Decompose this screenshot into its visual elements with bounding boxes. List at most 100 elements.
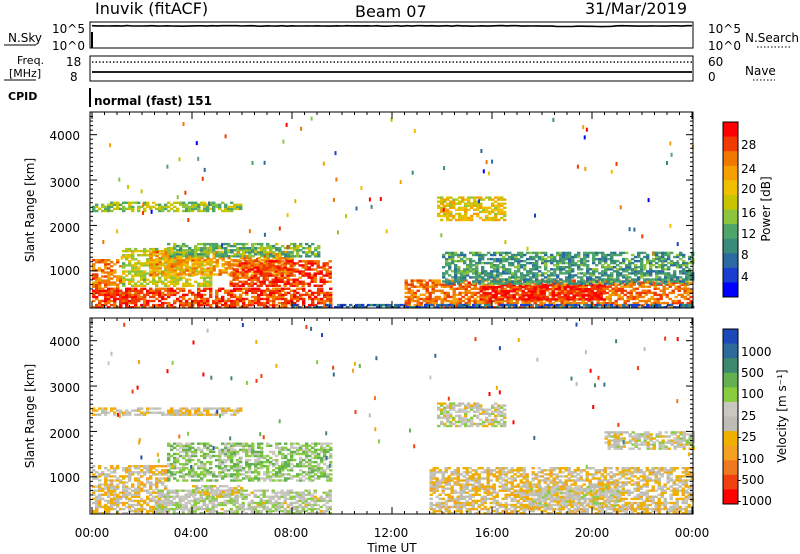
velocity-cell <box>107 493 111 496</box>
velocity-cell <box>95 505 99 509</box>
power-cell <box>592 255 596 259</box>
power-cell <box>689 281 693 284</box>
power-cell <box>206 255 210 258</box>
power-cell <box>128 254 132 257</box>
power-cell <box>487 261 491 265</box>
power-cell <box>502 282 506 285</box>
power-cell <box>230 306 234 309</box>
power-cell <box>500 298 504 301</box>
power-cell <box>656 299 660 303</box>
power-cell <box>674 287 678 290</box>
power-scatter-cell <box>647 198 650 203</box>
power-scatter-cell <box>182 122 185 127</box>
power-cell <box>526 257 530 261</box>
power-cell <box>122 276 126 279</box>
power-cell <box>434 301 438 305</box>
power-cell <box>268 264 272 267</box>
power-cell <box>490 276 494 279</box>
power-cell <box>197 205 201 209</box>
power-cell <box>293 255 297 258</box>
power-cell <box>611 293 615 297</box>
power-cell <box>538 282 542 285</box>
power-cell <box>517 268 521 271</box>
power-cell <box>520 282 524 285</box>
power-cell <box>221 255 225 258</box>
power-cell <box>206 263 210 266</box>
power-cell <box>179 203 183 206</box>
power-cell <box>188 207 192 211</box>
power-cell <box>515 286 519 289</box>
power-cell <box>283 262 287 265</box>
power-cell <box>419 301 423 305</box>
power-cell <box>523 276 527 279</box>
power-cell <box>272 289 276 292</box>
power-cell <box>95 273 99 276</box>
power-cell <box>610 255 614 259</box>
power-cell <box>569 292 573 295</box>
power-cell <box>227 249 231 252</box>
power-cell <box>541 257 545 261</box>
power-cell <box>469 276 473 279</box>
power-cell <box>170 203 174 206</box>
power-cell <box>431 281 435 284</box>
power-cell <box>664 278 668 281</box>
power-cell <box>161 297 165 301</box>
power-cell <box>266 242 270 246</box>
power-cell <box>626 295 630 299</box>
power-cell <box>290 289 294 292</box>
power-cell <box>566 301 570 305</box>
power-cell <box>227 299 231 303</box>
power-scatter-cell <box>286 245 289 249</box>
power-cell <box>158 293 162 297</box>
power-cell <box>653 285 657 288</box>
power-cell <box>577 272 581 275</box>
power-cell <box>484 272 488 275</box>
power-cell <box>599 298 603 301</box>
power-cell <box>452 216 456 220</box>
power-cell <box>293 297 297 301</box>
power-cell <box>104 205 108 209</box>
power-cell <box>182 301 186 305</box>
power-cell <box>469 251 473 255</box>
power-cell <box>524 299 528 303</box>
power-cell <box>182 293 186 297</box>
power-cell <box>548 292 552 295</box>
power-cell <box>491 210 495 214</box>
power-cell <box>559 251 563 255</box>
power-cell <box>500 292 504 295</box>
power-cell <box>668 306 672 309</box>
power-cell <box>406 306 410 309</box>
velocity-cell <box>104 479 108 482</box>
power-scatter-cell <box>666 161 668 165</box>
power-cell <box>122 209 126 213</box>
power-cell <box>122 201 126 204</box>
power-cell <box>233 253 237 256</box>
power-cell <box>500 295 504 299</box>
power-cell <box>328 270 332 273</box>
power-cell <box>313 284 317 287</box>
power-cell <box>149 250 153 254</box>
power-cell <box>422 293 426 297</box>
power-cell <box>241 264 245 267</box>
power-cell <box>152 273 156 276</box>
power-cell <box>113 269 117 272</box>
power-cell <box>602 284 606 287</box>
power-cell <box>242 301 246 305</box>
power-cell <box>323 301 327 305</box>
power-cell <box>539 298 543 301</box>
power-cell <box>260 255 264 258</box>
power-scatter-cell <box>379 197 382 201</box>
power-cell <box>107 299 111 303</box>
velocity-cell <box>146 503 150 507</box>
power-cell <box>236 303 240 307</box>
power-cell <box>239 287 243 290</box>
power-cell <box>101 303 105 307</box>
power-cell <box>553 264 557 267</box>
power-cell <box>577 280 581 283</box>
power-cell <box>232 268 236 271</box>
power-cell <box>496 306 500 309</box>
velocity-cell <box>137 489 141 492</box>
power-cell <box>265 264 269 267</box>
power-cell <box>116 261 120 264</box>
power-cell <box>595 303 599 307</box>
